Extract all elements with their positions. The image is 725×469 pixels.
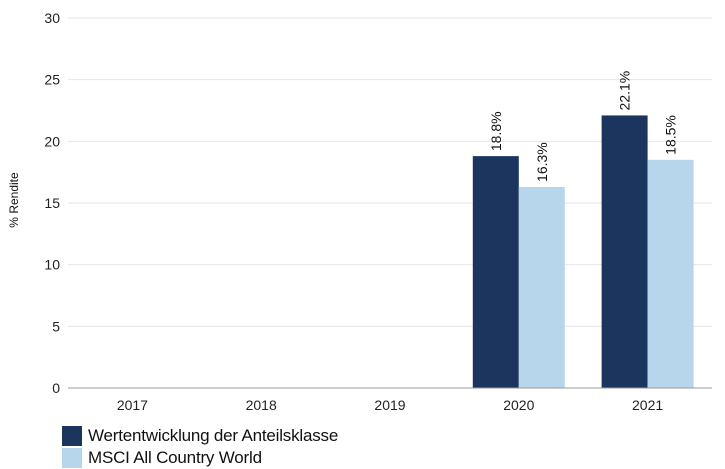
x-tick-label: 2020 (503, 397, 534, 413)
y-tick-label: 25 (44, 72, 60, 88)
y-axis-ticks: 0 5 10 15 20 25 30 (44, 10, 60, 396)
bar-label-2021-series-0: 22.1% (617, 71, 633, 111)
bar-label-2021-series-1: 18.5% (663, 115, 679, 155)
y-axis-label-container: % Rendite (4, 140, 24, 260)
legend-swatch-msci (62, 448, 82, 468)
y-tick-label: 15 (44, 195, 60, 211)
bar-label-2020-series-0: 18.8% (488, 111, 504, 151)
y-tick-label: 20 (44, 133, 60, 149)
y-axis-label: % Rendite (7, 172, 21, 228)
bar-2021-series-0 (601, 115, 648, 388)
bar-labels: 18.8% 16.3% 22.1% 18.5% (488, 71, 679, 182)
bar-2021-series-1 (647, 159, 694, 388)
x-tick-label: 2017 (117, 397, 148, 413)
bars (472, 115, 694, 388)
bar-2020-series-1 (518, 186, 565, 388)
bar-2020-series-0 (472, 156, 519, 388)
x-tick-label: 2018 (246, 397, 277, 413)
legend-label-msci: MSCI All Country World (88, 448, 262, 467)
y-tick-label: 0 (52, 380, 60, 396)
bar-label-2020-series-1: 16.3% (534, 142, 550, 182)
legend-label-anteilsklasse: Wertentwicklung der Anteilsklasse (88, 426, 339, 445)
y-tick-label: 5 (52, 318, 60, 334)
x-tick-label: 2021 (632, 397, 663, 413)
legend: Wertentwicklung der Anteilsklasse MSCI A… (62, 425, 338, 469)
legend-swatch-anteilsklasse (62, 426, 82, 446)
x-tick-label: 2019 (374, 397, 405, 413)
y-tick-label: 30 (44, 10, 60, 26)
legend-item-anteilsklasse: Wertentwicklung der Anteilsklasse (62, 425, 338, 447)
y-axis-label-svg: % Rendite (7, 172, 21, 228)
y-tick-label: 10 (44, 257, 60, 273)
x-axis-ticks: 2017 2018 2019 2020 2021 (117, 397, 664, 413)
legend-item-msci: MSCI All Country World (62, 447, 338, 469)
